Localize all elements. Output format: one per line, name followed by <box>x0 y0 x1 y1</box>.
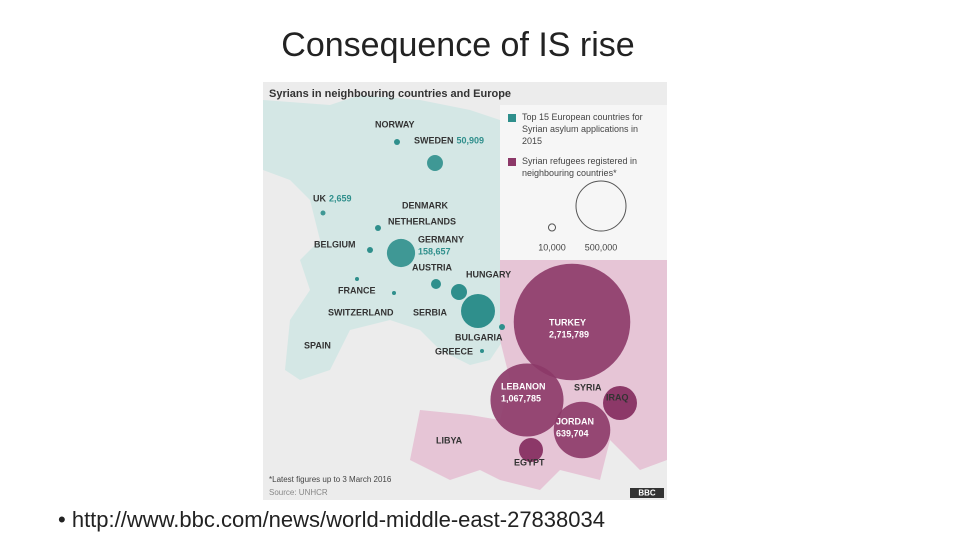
country-label: FRANCE <box>338 285 376 295</box>
country-value: 2,659 <box>329 193 352 203</box>
map-title: Syrians in neighbouring countries and Eu… <box>269 88 511 100</box>
country-label: SERBIA <box>413 307 448 317</box>
country-value: 158,657 <box>418 246 451 256</box>
country-label: AUSTRIA <box>412 262 452 272</box>
bubble <box>553 401 611 459</box>
country-value: 2,715,789 <box>549 329 589 339</box>
country-label: LEBANON <box>501 381 546 391</box>
country-label: UK <box>313 193 326 203</box>
logo-box <box>630 488 664 498</box>
country-label: TURKEY <box>549 317 586 327</box>
country-label: GREECE <box>435 346 473 356</box>
country-label: SWITZERLAND <box>328 307 394 317</box>
country-label: BELGIUM <box>314 239 356 249</box>
logo: BBC <box>638 489 656 498</box>
country-label: SPAIN <box>304 340 331 350</box>
country-value: 639,704 <box>556 428 589 438</box>
legend-size-circle <box>547 223 557 232</box>
bullet-link[interactable]: http://www.bbc.com/news/world-middle-eas… <box>72 507 605 532</box>
slide-title: Consequence of IS rise <box>281 26 634 64</box>
source: Source: UNHCR <box>269 488 328 497</box>
legend-size-circle <box>575 180 627 232</box>
legend-label: Top 15 European countries for Syrian asyl… <box>522 112 643 146</box>
country-label: SYRIA <box>574 382 602 392</box>
legend-size-label: 10,000 <box>538 242 566 252</box>
country-label: EGYPT <box>514 457 545 467</box>
legend-label: Syrian refugees registered in neighbourin… <box>522 156 637 178</box>
bubble <box>386 238 416 268</box>
bubble <box>513 263 631 381</box>
bullet-text: • http://www.bbc.com/news/world-middle-e… <box>58 507 605 532</box>
country-label: JORDAN <box>556 416 594 426</box>
legend-size-label: 500,000 <box>585 242 618 252</box>
country-label: HUNGARY <box>466 269 511 279</box>
country-label: GERMANY <box>418 234 464 244</box>
bubble <box>490 363 564 437</box>
legend-swatch <box>508 158 516 166</box>
bubble <box>427 155 443 171</box>
country-label: NORWAY <box>375 119 415 129</box>
legend-swatch <box>508 114 516 122</box>
country-label: DENMARK <box>402 200 448 210</box>
country-label: BULGARIA <box>455 332 503 342</box>
country-value: 1,067,785 <box>501 393 541 403</box>
country-label: SWEDEN <box>414 135 454 145</box>
footnote: *Latest figures up to 3 March 2016 <box>269 475 392 484</box>
country-label: NETHERLANDS <box>388 216 456 226</box>
country-label: LIBYA <box>436 435 463 445</box>
country-value: 50,909 <box>457 135 485 145</box>
bubble <box>320 210 326 216</box>
country-label: IRAQ <box>606 392 629 402</box>
